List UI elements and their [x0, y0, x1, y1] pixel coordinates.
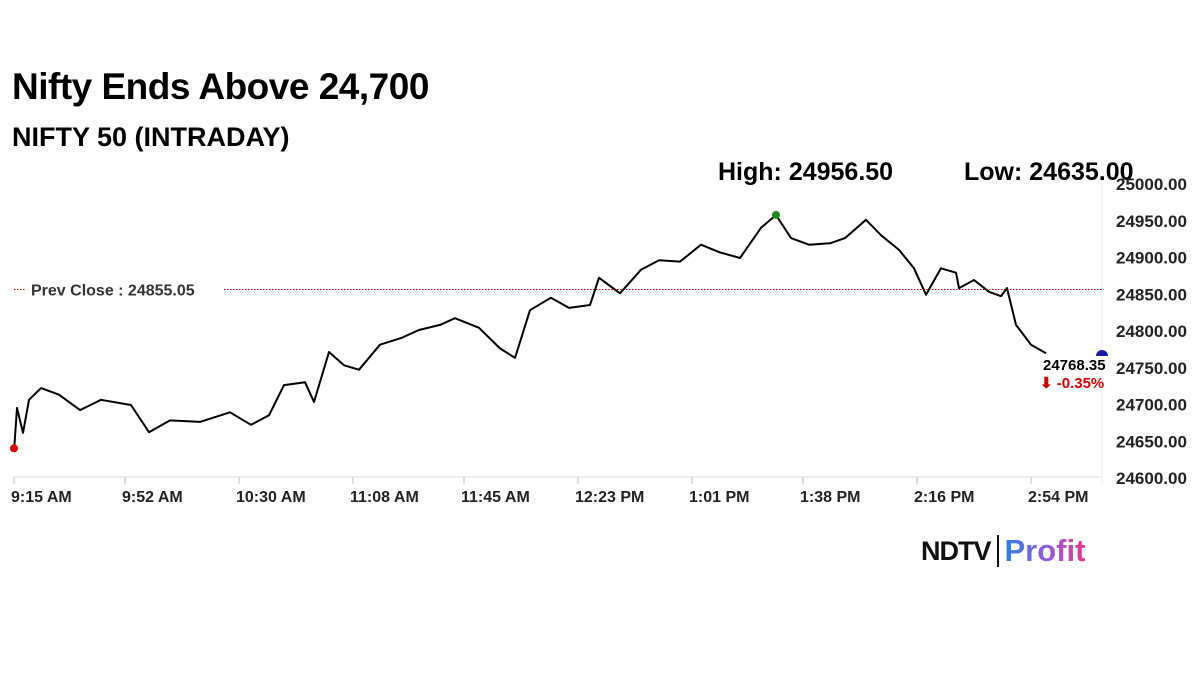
x-tick-label: 9:52 AM — [122, 489, 183, 506]
x-tick-label: 12:23 PM — [575, 489, 644, 506]
last-price-label: 24768.35 — [1043, 357, 1106, 374]
ndtv-profit-logo: NDTV Profit — [921, 533, 1085, 569]
logo-divider — [996, 535, 999, 567]
x-tick-label: 11:45 AM — [461, 489, 530, 506]
y-tick-label: 24700.00 — [1116, 396, 1187, 415]
x-tick-label: 2:16 PM — [914, 489, 974, 506]
logo-brand: NDTV — [921, 535, 991, 566]
x-tick-label: 9:15 AM — [11, 489, 72, 506]
x-tick-label: 1:01 PM — [689, 489, 749, 506]
x-tick-label: 2:54 PM — [1028, 489, 1088, 506]
last-marker — [1096, 350, 1108, 356]
x-tick-label: 11:08 AM — [350, 489, 419, 506]
logo-product: Profit — [1004, 533, 1086, 568]
low-label: Low: 24635.00 — [964, 158, 1134, 186]
high-label: High: 24956.50 — [718, 158, 894, 186]
x-tick-label: 1:38 PM — [800, 489, 860, 506]
y-tick-label: 24650.00 — [1116, 432, 1187, 451]
y-tick-label: 24800.00 — [1116, 322, 1187, 341]
price-line — [13, 214, 1047, 452]
headline: Nifty Ends Above 24,700 — [12, 66, 429, 107]
high-marker — [772, 210, 780, 219]
y-tick-label: 24850.00 — [1116, 285, 1187, 304]
y-tick-label: 24900.00 — [1116, 249, 1187, 268]
change-label: ⬇ -0.35% — [1040, 375, 1104, 392]
y-tick-label: 25000.00 — [1116, 175, 1187, 194]
prev-close-label: Prev Close : 24855.05 — [31, 283, 195, 300]
chart-subtitle: NIFTY 50 (INTRADAY) — [12, 122, 290, 152]
y-tick-label: 24600.00 — [1116, 469, 1187, 488]
y-tick-label: 24750.00 — [1116, 359, 1187, 378]
x-tick-label: 10:30 AM — [236, 489, 306, 506]
y-tick-label: 24950.00 — [1116, 212, 1187, 231]
prev-close-label-bg — [26, 278, 224, 301]
low-marker — [10, 444, 18, 453]
